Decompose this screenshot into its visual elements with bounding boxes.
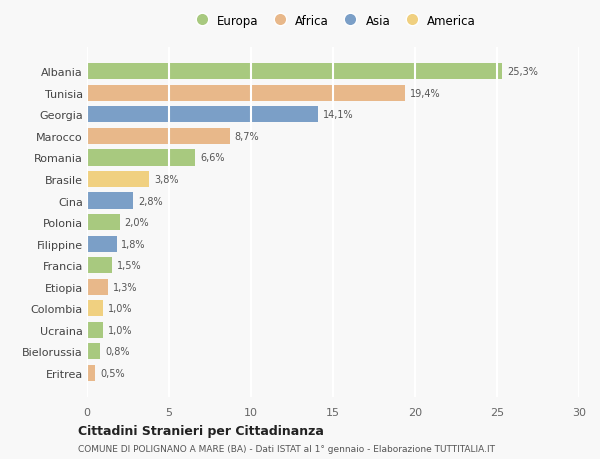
Text: 1,5%: 1,5% <box>116 261 141 271</box>
Bar <box>87 64 502 80</box>
Text: 8,7%: 8,7% <box>235 132 259 142</box>
Bar <box>87 365 95 381</box>
Text: 1,3%: 1,3% <box>113 282 138 292</box>
Text: 1,0%: 1,0% <box>109 303 133 313</box>
Bar <box>87 107 318 123</box>
Text: 3,8%: 3,8% <box>154 174 179 185</box>
Text: COMUNE DI POLIGNANO A MARE (BA) - Dati ISTAT al 1° gennaio - Elaborazione TUTTIT: COMUNE DI POLIGNANO A MARE (BA) - Dati I… <box>78 444 495 453</box>
Text: 6,6%: 6,6% <box>200 153 224 163</box>
Bar <box>87 172 149 188</box>
Bar <box>87 257 112 274</box>
Text: 1,0%: 1,0% <box>109 325 133 335</box>
Bar <box>87 279 109 295</box>
Text: 19,4%: 19,4% <box>410 89 441 99</box>
Bar <box>87 193 133 209</box>
Text: 1,8%: 1,8% <box>121 239 146 249</box>
Text: 14,1%: 14,1% <box>323 110 354 120</box>
Text: 2,0%: 2,0% <box>125 218 149 228</box>
Text: Cittadini Stranieri per Cittadinanza: Cittadini Stranieri per Cittadinanza <box>78 425 324 437</box>
Bar <box>87 214 120 231</box>
Bar <box>87 85 405 102</box>
Text: 25,3%: 25,3% <box>507 67 538 77</box>
Bar <box>87 129 230 145</box>
Text: 0,8%: 0,8% <box>105 347 130 357</box>
Text: 0,5%: 0,5% <box>100 368 125 378</box>
Bar <box>87 343 100 360</box>
Bar <box>87 236 116 252</box>
Text: 2,8%: 2,8% <box>138 196 163 206</box>
Bar <box>87 150 195 166</box>
Bar <box>87 301 103 317</box>
Bar <box>87 322 103 338</box>
Legend: Europa, Africa, Asia, America: Europa, Africa, Asia, America <box>188 12 478 30</box>
